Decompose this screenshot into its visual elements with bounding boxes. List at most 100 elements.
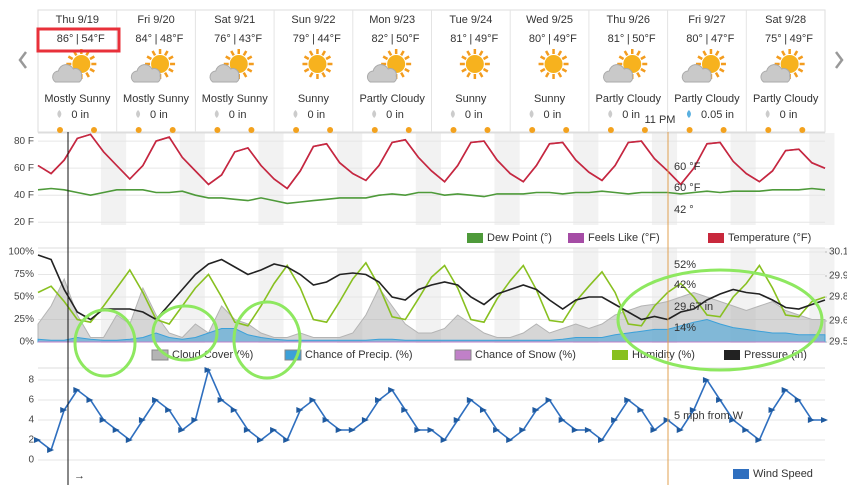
- prev-arrow[interactable]: [18, 51, 27, 69]
- day-condition: Partly Cloudy: [596, 93, 662, 105]
- sun-ray: [478, 72, 484, 78]
- sun-ray: [303, 55, 310, 61]
- sun-ray: [544, 50, 550, 56]
- legend-swatch: [724, 350, 740, 360]
- sun-ray: [636, 72, 641, 78]
- wind-arrow: [493, 427, 501, 433]
- separator: |: [548, 33, 551, 45]
- series-line: [37, 187, 826, 205]
- wind-arrow: [296, 407, 304, 413]
- day-date: Sat 9/28: [765, 14, 806, 26]
- legend-swatch: [568, 233, 584, 243]
- cloud: [52, 64, 83, 83]
- sun-ray: [714, 50, 720, 56]
- wind-arrow: [598, 437, 606, 443]
- y-tick-label: 40 F: [14, 190, 34, 201]
- series-line: [37, 133, 826, 190]
- legend-swatch: [454, 349, 472, 361]
- y-tick-label: 8: [28, 375, 34, 386]
- sunrise-icon: [214, 127, 221, 133]
- night-band: [730, 133, 756, 225]
- sunset-icon: [799, 127, 806, 133]
- sun-ray: [781, 50, 786, 56]
- day-high: 80°: [529, 33, 546, 45]
- sunset-icon: [248, 127, 255, 133]
- separator: |: [76, 33, 79, 45]
- sun-ray: [89, 67, 95, 73]
- wind-arrow: [243, 427, 251, 433]
- sun-ray: [718, 55, 725, 61]
- sun-ray: [85, 72, 90, 78]
- y2-tick-label: 30.1: [829, 247, 847, 258]
- day-date: Fri 9/20: [137, 14, 174, 26]
- day-condition: Partly Cloudy: [753, 93, 819, 105]
- day-date: Sat 9/21: [214, 14, 255, 26]
- wind-arrow: [742, 427, 750, 433]
- sun-ray: [539, 67, 546, 73]
- sun-ray: [242, 72, 248, 78]
- y-tick-label: 100%: [8, 247, 34, 258]
- day-condition: Mostly Sunny: [202, 93, 269, 105]
- sun-ray: [793, 72, 799, 78]
- separator: |: [391, 33, 394, 45]
- day-condition: Sunny: [534, 93, 566, 105]
- wind-arrow: [348, 427, 356, 433]
- sun-ray: [797, 55, 804, 61]
- wind-arrow: [558, 417, 566, 423]
- sun-ray: [636, 50, 641, 56]
- sun-ray: [230, 50, 235, 56]
- day-condition: Partly Cloudy: [674, 93, 740, 105]
- wind-arrow: [217, 397, 225, 403]
- wind-arrow: [768, 407, 776, 413]
- legend-swatch: [733, 469, 749, 479]
- sun-ray: [618, 55, 625, 61]
- sun-ray: [404, 67, 410, 73]
- y-tick-label: 25%: [14, 314, 34, 325]
- night-band: [337, 133, 363, 225]
- separator: |: [627, 33, 630, 45]
- wind-arrow: [624, 397, 632, 403]
- separator: |: [312, 33, 315, 45]
- sun-ray: [321, 50, 327, 56]
- day-condition: Sunny: [298, 93, 330, 105]
- sun-ray: [400, 72, 405, 78]
- sunrise-icon: [607, 127, 614, 133]
- day-low: 54°F: [81, 33, 105, 45]
- sun-ray: [163, 72, 169, 78]
- rain-drop: [293, 110, 298, 118]
- wind-arrow: [611, 417, 619, 423]
- day-precip: 0 in: [780, 109, 798, 121]
- y-tick-label: 80 F: [14, 136, 34, 147]
- sun-ray: [482, 55, 489, 61]
- sun-ray: [168, 55, 174, 61]
- sunrise-icon: [765, 127, 772, 133]
- wind-arrow: [729, 417, 737, 423]
- rain-drop: [136, 110, 141, 118]
- wind-arrow: [34, 437, 41, 443]
- sun-ray: [797, 67, 804, 73]
- legend-swatch: [708, 233, 724, 243]
- wind-arrow: [781, 387, 789, 393]
- sunrise-icon: [57, 127, 63, 133]
- sun: [544, 55, 563, 73]
- sun-ray: [246, 55, 253, 61]
- separator: |: [155, 33, 158, 45]
- night-band: [179, 133, 205, 225]
- sun-ray: [478, 50, 484, 56]
- separator: |: [469, 33, 472, 45]
- sun-ray: [718, 67, 725, 73]
- legend-label: Humidity (%): [632, 349, 695, 361]
- wind-arrow: [309, 397, 317, 403]
- wind-arrow: [479, 407, 487, 413]
- next-arrow[interactable]: [835, 51, 844, 69]
- wind-arrow: [676, 427, 684, 433]
- day-low: 43°F: [239, 33, 263, 45]
- wind-arrow: [821, 417, 828, 423]
- sun-ray: [544, 72, 550, 78]
- wind-arrow: [112, 427, 120, 433]
- cloud: [603, 64, 634, 83]
- wind-arrow: [702, 377, 710, 383]
- y-tick-label: 50%: [14, 292, 34, 303]
- day-low: 44°F: [317, 33, 341, 45]
